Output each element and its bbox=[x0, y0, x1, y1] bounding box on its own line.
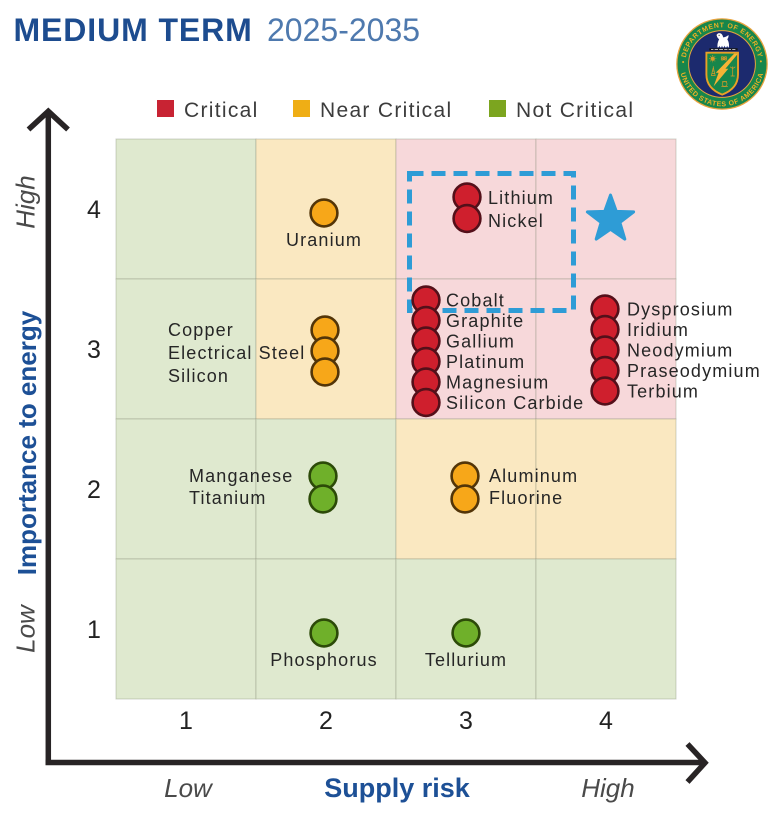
svg-text:Graphite: Graphite bbox=[446, 311, 524, 331]
svg-text:1: 1 bbox=[179, 707, 193, 735]
svg-text:3: 3 bbox=[87, 336, 101, 364]
svg-text:Terbium: Terbium bbox=[627, 382, 699, 402]
svg-text:Lithium: Lithium bbox=[488, 188, 554, 208]
svg-text:Uranium: Uranium bbox=[286, 230, 362, 250]
svg-text:Silicon: Silicon bbox=[168, 366, 229, 386]
svg-text:Praseodymium: Praseodymium bbox=[627, 361, 761, 381]
svg-text:High: High bbox=[581, 773, 634, 803]
svg-text:2: 2 bbox=[319, 707, 333, 735]
svg-text:Low: Low bbox=[11, 603, 41, 653]
svg-text:2: 2 bbox=[87, 476, 101, 504]
svg-text:Importance to energy: Importance to energy bbox=[12, 310, 42, 575]
svg-text:Iridium: Iridium bbox=[627, 320, 689, 340]
svg-text:Critical: Critical bbox=[184, 99, 259, 122]
svg-text:Supply risk: Supply risk bbox=[324, 773, 471, 803]
svg-text:Fluorine: Fluorine bbox=[489, 488, 563, 508]
svg-text:Aluminum: Aluminum bbox=[489, 466, 578, 486]
svg-text:Dysprosium: Dysprosium bbox=[627, 300, 734, 320]
svg-text:MEDIUM TERM: MEDIUM TERM bbox=[14, 12, 253, 48]
svg-text:4: 4 bbox=[599, 707, 613, 735]
svg-text:Electrical Steel: Electrical Steel bbox=[168, 343, 305, 363]
svg-text:2025-2035: 2025-2035 bbox=[267, 12, 420, 48]
svg-text:Phosphorus: Phosphorus bbox=[270, 650, 378, 670]
svg-text:Near Critical: Near Critical bbox=[320, 99, 452, 122]
svg-text:Platinum: Platinum bbox=[446, 352, 525, 372]
svg-text:Silicon Carbide: Silicon Carbide bbox=[446, 393, 584, 413]
svg-text:Copper: Copper bbox=[168, 320, 234, 340]
svg-text:Gallium: Gallium bbox=[446, 332, 515, 352]
svg-text:Manganese: Manganese bbox=[189, 466, 293, 486]
svg-text:Tellurium: Tellurium bbox=[425, 650, 507, 670]
svg-text:1: 1 bbox=[87, 616, 101, 644]
svg-text:Cobalt: Cobalt bbox=[446, 291, 505, 311]
svg-text:Not Critical: Not Critical bbox=[516, 99, 634, 122]
svg-text:Nickel: Nickel bbox=[488, 211, 544, 231]
svg-text:4: 4 bbox=[87, 196, 101, 224]
svg-text:3: 3 bbox=[459, 707, 473, 735]
svg-text:Neodymium: Neodymium bbox=[627, 341, 733, 361]
svg-text:Magnesium: Magnesium bbox=[446, 373, 549, 393]
svg-text:High: High bbox=[11, 175, 41, 228]
svg-text:Titanium: Titanium bbox=[189, 488, 267, 508]
svg-text:Low: Low bbox=[164, 773, 214, 803]
